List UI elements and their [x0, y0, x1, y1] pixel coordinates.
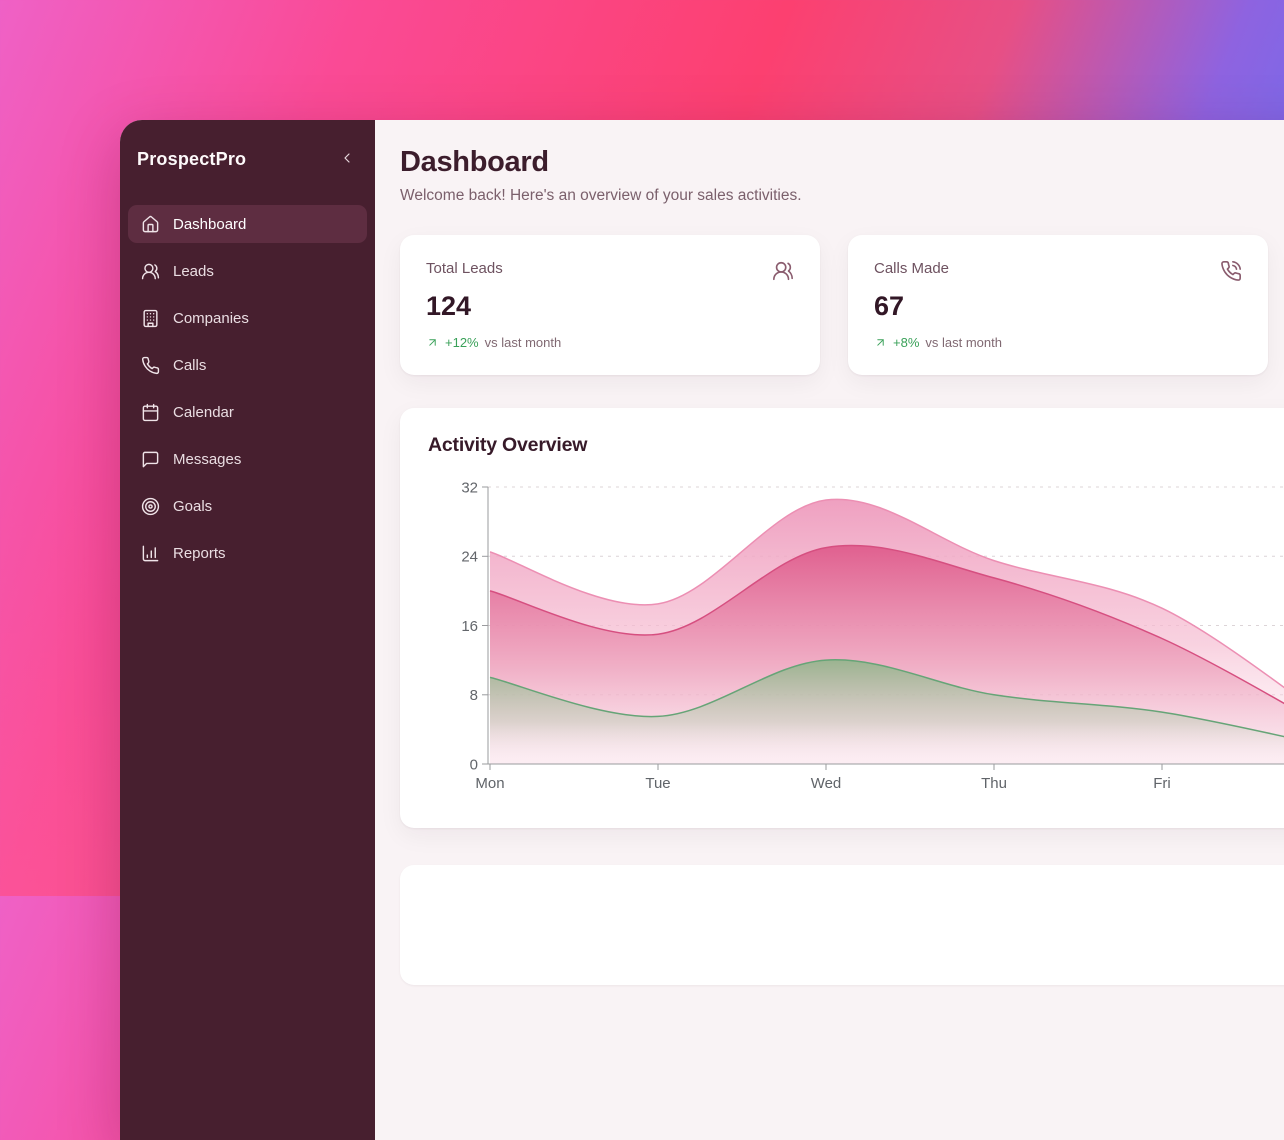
- page-title: Dashboard: [400, 146, 549, 178]
- page-subtitle: Welcome back! Here's an overview of your…: [400, 187, 802, 204]
- users-round-icon: [141, 262, 160, 281]
- sidebar-item-label: Reports: [173, 544, 226, 562]
- svg-text:24: 24: [461, 549, 478, 566]
- stat-card-total-leads: Total Leads 124 +12% vs last month: [400, 235, 820, 375]
- home-icon: [141, 215, 160, 234]
- svg-text:Mon: Mon: [475, 775, 504, 792]
- chart-title: Activity Overview: [428, 434, 588, 456]
- sidebar-item-goals[interactable]: Goals: [128, 487, 367, 525]
- sidebar-nav: Dashboard Leads Companies Calls Calendar Mess…: [120, 205, 375, 572]
- arrow-up-right-icon: [426, 336, 439, 349]
- activity-overview-card: Activity Overview 0 8 16 24 32 Mon Tue Wed Thu Fr…: [400, 408, 1284, 828]
- sidebar-item-dashboard[interactable]: Dashboard: [128, 205, 367, 243]
- svg-text:8: 8: [470, 687, 478, 704]
- stat-delta: +12%: [445, 335, 479, 350]
- sidebar-item-calendar[interactable]: Calendar: [128, 393, 367, 431]
- app-window: ProspectPro Dashboard Leads Companies Calls…: [120, 120, 1284, 1140]
- sidebar-item-label: Companies: [173, 309, 249, 327]
- next-section-card-partial: [400, 865, 1284, 985]
- sidebar-item-label: Goals: [173, 497, 213, 515]
- svg-text:0: 0: [470, 756, 478, 773]
- activity-area-chart: 0 8 16 24 32 Mon Tue Wed Thu Fri: [461, 479, 1284, 792]
- stat-value: 124: [426, 291, 472, 321]
- building-icon: [141, 309, 160, 328]
- svg-text:Fri: Fri: [1153, 775, 1171, 792]
- stat-delta: +8%: [893, 335, 920, 350]
- stat-delta-suffix: vs last month: [484, 335, 562, 350]
- svg-text:16: 16: [461, 618, 478, 635]
- chart-area: 0 8 16 24 32 Mon Tue Wed Thu Fri: [428, 475, 1284, 802]
- calendar-icon: [141, 403, 160, 422]
- stat-delta-suffix: vs last month: [925, 335, 1002, 350]
- stat-card-calls-made: Calls Made 67 +8% vs last month: [848, 235, 1268, 375]
- chevron-left-icon: [339, 150, 355, 169]
- sidebar-item-messages[interactable]: Messages: [128, 440, 367, 478]
- sidebar: ProspectPro Dashboard Leads Companies Calls…: [120, 120, 375, 1140]
- main-content: Dashboard Welcome back! Here's an overvi…: [375, 120, 1284, 1140]
- svg-text:Tue: Tue: [645, 775, 670, 792]
- phone-icon: [141, 356, 160, 375]
- arrow-up-right-icon: [874, 336, 887, 349]
- stat-value: 67: [874, 291, 905, 321]
- sidebar-item-label: Messages: [173, 450, 242, 468]
- phone-call-icon: [1220, 260, 1242, 282]
- stats-grid: Total Leads 124 +12% vs last month Calls Mad…: [400, 235, 1284, 375]
- sidebar-item-label: Calls: [173, 356, 207, 374]
- message-square-icon: [141, 450, 160, 469]
- sidebar-collapse-button[interactable]: [337, 148, 357, 171]
- sidebar-item-reports[interactable]: Reports: [128, 534, 367, 572]
- users-round-icon: [772, 260, 794, 282]
- svg-text:Wed: Wed: [811, 775, 842, 792]
- stat-label: Calls Made: [874, 260, 950, 277]
- bar-chart-icon: [141, 544, 160, 563]
- target-icon: [141, 497, 160, 516]
- sidebar-item-companies[interactable]: Companies: [128, 299, 367, 337]
- sidebar-item-calls[interactable]: Calls: [128, 346, 367, 384]
- stat-label: Total Leads: [426, 260, 503, 277]
- svg-text:Thu: Thu: [981, 775, 1007, 792]
- sidebar-header: ProspectPro: [120, 120, 375, 171]
- sidebar-item-label: Leads: [173, 262, 214, 280]
- sidebar-item-label: Dashboard: [173, 215, 247, 233]
- brand-title: ProspectPro: [137, 149, 247, 169]
- sidebar-item-leads[interactable]: Leads: [128, 252, 367, 290]
- svg-text:32: 32: [461, 479, 478, 496]
- sidebar-item-label: Calendar: [173, 403, 234, 421]
